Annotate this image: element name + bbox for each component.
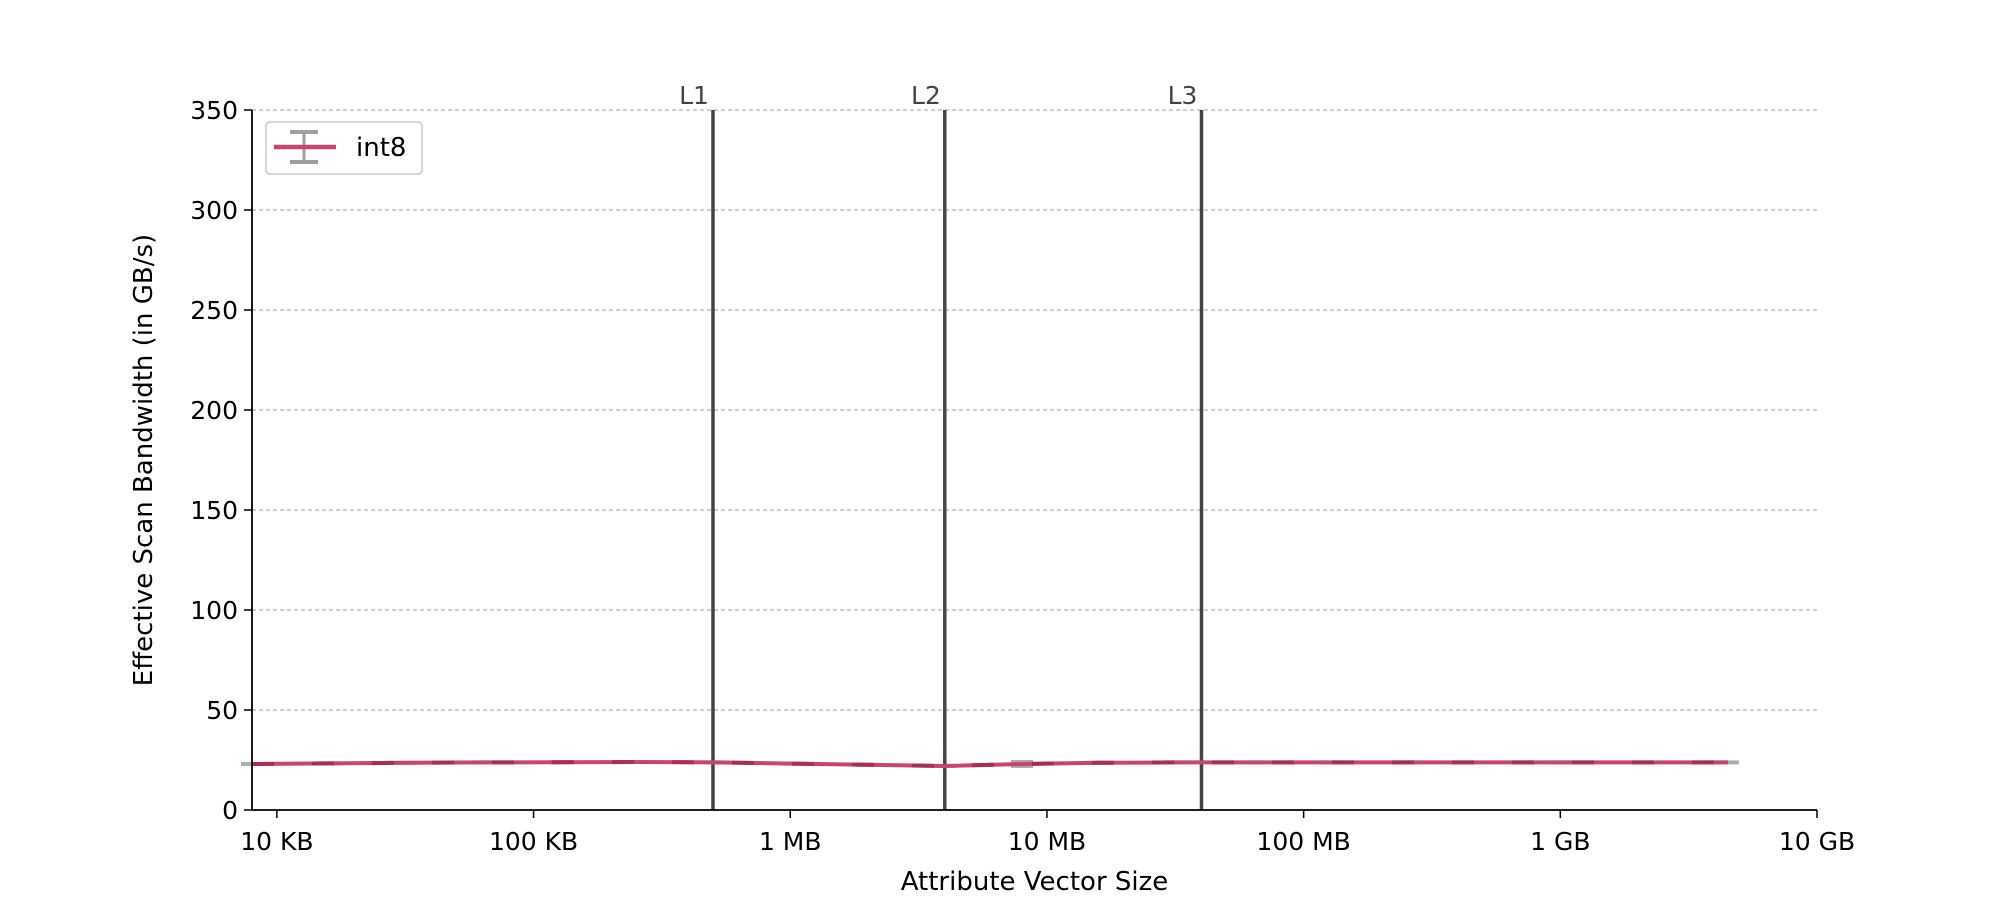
- cache-size-markers: L1 L2 L3: [679, 81, 1204, 810]
- series-layer: [241, 759, 1739, 769]
- y-tick-label-0: 0: [222, 796, 238, 825]
- series-int8: [241, 759, 1739, 769]
- y-axis-title: Effective Scan Bandwidth (in GB/s): [129, 234, 159, 686]
- cache-label-l3: L3: [1168, 81, 1198, 110]
- x-tick-label-0: 10 KB: [240, 827, 313, 856]
- gridlines: [252, 109, 1817, 711]
- x-tick-label-5: 1 GB: [1530, 827, 1590, 856]
- x-tick-label-4: 100 MB: [1256, 827, 1350, 856]
- y-tick-label-4: 200: [190, 396, 238, 425]
- x-tick-label-3: 10 MB: [1008, 827, 1086, 856]
- cache-label-l2: L2: [911, 81, 941, 110]
- legend: int8: [265, 121, 423, 175]
- y-tick-label-7: 350: [190, 96, 238, 125]
- y-tick-label-2: 100: [190, 596, 238, 625]
- x-tick-label-1: 100 KB: [489, 827, 578, 856]
- axes: [244, 109, 1818, 818]
- y-tick-label-1: 50: [206, 696, 238, 725]
- y-tick-label-6: 300: [190, 196, 238, 225]
- cache-label-l1: L1: [679, 81, 709, 110]
- legend-label-int8: int8: [356, 133, 406, 163]
- x-tick-label-6: 10 GB: [1779, 827, 1855, 856]
- tick-labels: 0 50 100 150 200 250 300 350 10 KB 100 KB 1 MB 10 M…: [190, 96, 1855, 856]
- x-axis-title: Attribute Vector Size: [901, 867, 1169, 897]
- x-tick-label-2: 1 MB: [759, 827, 822, 856]
- y-tick-label-5: 250: [190, 296, 238, 325]
- y-tick-label-3: 150: [190, 496, 238, 525]
- legend-swatch-int8: [274, 130, 336, 164]
